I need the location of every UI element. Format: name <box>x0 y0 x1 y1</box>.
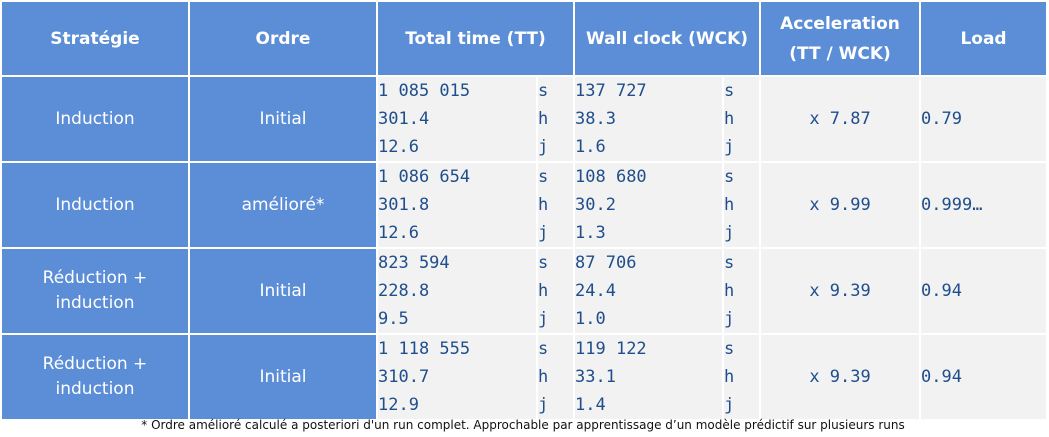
units-line: j <box>538 395 549 415</box>
wck-line: 1.3 <box>575 223 606 243</box>
wck-line: 1.4 <box>575 395 606 415</box>
total-time-values: 1 085 015 301.4 12.6 <box>376 75 538 163</box>
units-line: j <box>724 137 735 157</box>
load-cell: 0.94 <box>919 333 1049 421</box>
wck-line: 87 706 <box>575 253 637 273</box>
units-line: s <box>538 167 549 187</box>
wall-clock-values: 119 122 33.1 1.4 <box>573 333 725 421</box>
acceleration-cell: x 7.87 <box>759 75 922 163</box>
ordre-cell: Initial <box>188 75 378 163</box>
wck-line: 24.4 <box>575 281 616 301</box>
units-line: j <box>724 395 735 415</box>
header-acceleration-line1: Acceleration <box>780 13 900 34</box>
tt-line: 12.6 <box>378 223 419 243</box>
table-body: Induction Initial 1 085 015 301.4 12.6 s h j 137… <box>0 75 1049 421</box>
units-line: h <box>538 367 549 387</box>
units-line: s <box>538 253 549 273</box>
tt-line: 823 594 <box>378 253 450 273</box>
results-table: Stratégie Ordre Total time (TT) Wall clo… <box>0 0 1049 421</box>
units-line: h <box>724 109 735 129</box>
wall-clock-values: 87 706 24.4 1.0 <box>573 247 725 335</box>
total-time-values: 1 118 555 310.7 12.9 <box>376 333 538 421</box>
load-cell: 0.999… <box>919 161 1049 249</box>
load-cell: 0.79 <box>919 75 1049 163</box>
units-line: h <box>538 195 549 215</box>
header-load: Load <box>919 0 1049 77</box>
header-strategie: Stratégie <box>0 0 190 77</box>
tt-line: 301.4 <box>378 109 430 129</box>
table-row: Réduction + induction Initial 1 118 555 310… <box>0 333 1049 421</box>
units-line: j <box>724 223 735 243</box>
acceleration-cell: x 9.39 <box>759 333 922 421</box>
units-line: s <box>538 81 549 101</box>
table-row: Induction amélioré* 1 086 654 301.8 12.6 s h j 1… <box>0 161 1049 249</box>
units-line: h <box>724 367 735 387</box>
units-line: h <box>538 281 549 301</box>
ordre-cell: Initial <box>188 247 378 335</box>
wck-line: 108 680 <box>575 167 647 187</box>
acceleration-cell: x 9.39 <box>759 247 922 335</box>
ordre-cell: Initial <box>188 333 378 421</box>
units-line: s <box>724 81 735 101</box>
table-row: Réduction + induction Initial 823 594 228.8… <box>0 247 1049 335</box>
strategie-cell: Réduction + induction <box>0 247 190 335</box>
strategie-cell: Réduction + induction <box>0 333 190 421</box>
wck-line: 33.1 <box>575 367 616 387</box>
units-line: h <box>724 281 735 301</box>
wck-line: 38.3 <box>575 109 616 129</box>
wck-line: 30.2 <box>575 195 616 215</box>
tt-line: 1 118 555 <box>378 339 471 359</box>
units-line: s <box>724 339 735 359</box>
tt-line: 310.7 <box>378 367 430 387</box>
tt-line: 12.6 <box>378 137 419 157</box>
table-row: Induction Initial 1 085 015 301.4 12.6 s h j 137… <box>0 75 1049 163</box>
header-total-time: Total time (TT) <box>375 0 576 77</box>
header-acceleration: Acceleration (TT / WCK) <box>759 0 922 77</box>
wck-line: 1.6 <box>575 137 606 157</box>
units-line: h <box>724 195 735 215</box>
tt-line: 301.8 <box>378 195 430 215</box>
units-line: h <box>538 109 549 129</box>
load-cell: 0.94 <box>919 247 1049 335</box>
units-line: j <box>724 309 735 329</box>
tt-line: 9.5 <box>378 309 409 329</box>
units-line: s <box>724 253 735 273</box>
header-acceleration-line2: (TT / WCK) <box>789 43 891 64</box>
wall-clock-values: 137 727 38.3 1.6 <box>573 75 725 163</box>
tt-line: 1 086 654 <box>378 167 471 187</box>
units-line: j <box>538 223 549 243</box>
footnote: * Ordre amélioré calculé a posteriori d'… <box>141 418 905 432</box>
units-line: s <box>724 167 735 187</box>
tt-line: 1 085 015 <box>378 81 471 101</box>
wck-line: 137 727 <box>575 81 647 101</box>
wck-line: 1.0 <box>575 309 606 329</box>
header-row: Stratégie Ordre Total time (TT) Wall clo… <box>0 0 1049 77</box>
header-wall-clock: Wall clock (WCK) <box>573 0 762 77</box>
total-time-values: 823 594 228.8 9.5 <box>376 247 538 335</box>
wall-clock-values: 108 680 30.2 1.3 <box>573 161 725 249</box>
strategie-cell: Induction <box>0 75 190 163</box>
tt-line: 12.9 <box>378 395 419 415</box>
units-line: s <box>538 339 549 359</box>
wck-line: 119 122 <box>575 339 647 359</box>
acceleration-cell: x 9.99 <box>759 161 922 249</box>
header-ordre: Ordre <box>188 0 378 77</box>
units-line: j <box>538 137 549 157</box>
units-line: j <box>538 309 549 329</box>
tt-line: 228.8 <box>378 281 430 301</box>
total-time-values: 1 086 654 301.8 12.6 <box>376 161 538 249</box>
strategie-cell: Induction <box>0 161 190 249</box>
ordre-cell: amélioré* <box>188 161 378 249</box>
